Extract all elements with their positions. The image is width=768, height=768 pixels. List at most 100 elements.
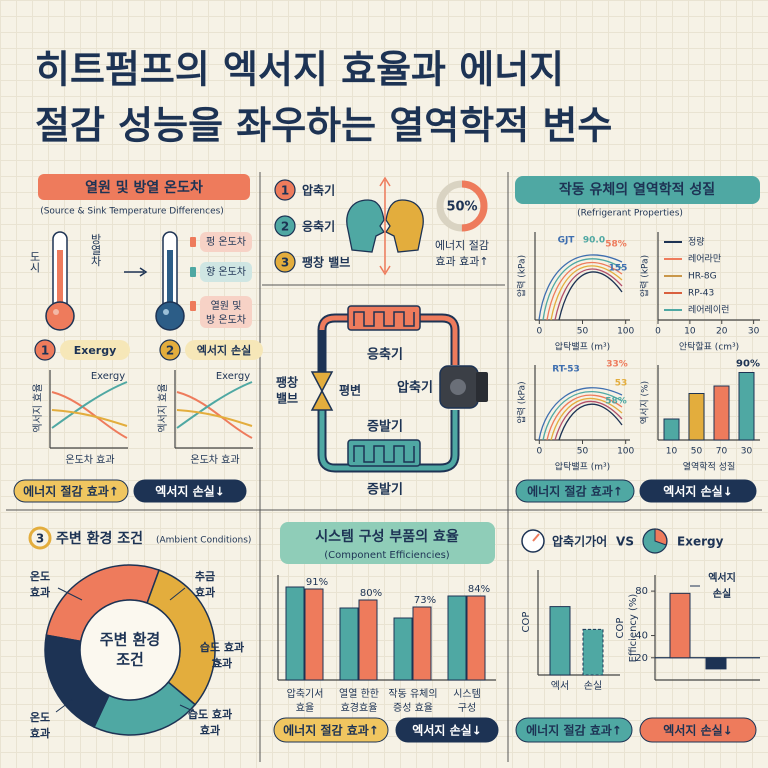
pie-slice	[654, 528, 668, 546]
y-tick-label: 80	[635, 586, 648, 597]
bar	[549, 606, 571, 676]
thermometer-fill	[167, 250, 173, 312]
coil	[353, 445, 415, 463]
page-title: 절감 성능을 좌우하는 열역학적 변수	[35, 104, 612, 148]
curve	[554, 400, 623, 441]
x-tick-label: 0	[536, 447, 542, 457]
label: 압력 (kPa)	[639, 255, 651, 297]
bar	[669, 592, 691, 659]
x-tick-label: 70	[716, 447, 728, 457]
badge-number: 1	[41, 344, 49, 358]
segment-label: 습도 효과	[188, 707, 232, 721]
chart-title: 엑서지 손실	[197, 343, 251, 357]
label: 엑서지 (%)	[639, 381, 651, 424]
panel-title-pill	[38, 174, 250, 200]
legend-label: 향 온도차	[206, 266, 246, 278]
legend-swatch	[190, 301, 196, 311]
x-tick-label: 50	[577, 447, 589, 457]
bar	[705, 657, 727, 670]
gauge-label: 50%	[446, 200, 477, 215]
annotation: 58%	[605, 240, 627, 250]
label: 압축기	[397, 380, 433, 396]
thermometer-shine	[163, 309, 169, 315]
leader	[211, 659, 223, 665]
compressor-port	[450, 379, 466, 395]
page-title: 히트펌프의 엑서지 효율과 에너지	[35, 48, 564, 92]
x-tick-label: 10	[666, 447, 678, 457]
curve	[550, 397, 623, 441]
button	[13, 479, 129, 503]
legend-label: HR-8G	[688, 272, 717, 282]
button-label: 에너지 절감 효과↑	[526, 723, 622, 738]
x-tick-label: 100	[617, 447, 634, 457]
button	[515, 479, 635, 503]
y-tick-label: 20	[635, 653, 648, 664]
label: (Refrigerant Properties)	[577, 209, 683, 219]
badge-number: 1	[281, 184, 289, 198]
legend-label: 정량	[688, 236, 705, 248]
button-label: 엑서지 손실↓	[155, 484, 224, 499]
gauge-arc	[436, 180, 488, 232]
label: 시스템 구성 부품의 효율	[315, 528, 459, 545]
annotation: 58%	[605, 397, 627, 407]
label: 주변 환경	[100, 631, 160, 649]
curve	[546, 394, 623, 441]
curve	[51, 391, 128, 439]
label: 증발기	[367, 419, 403, 435]
label: 안탁할표 (cm³)	[679, 341, 739, 353]
label: 온도차 효과	[190, 454, 239, 466]
bar	[688, 393, 705, 441]
chart-title: Exergy	[74, 344, 117, 357]
label: 응축기	[367, 347, 403, 363]
bar	[285, 586, 305, 681]
label: 압탁밸프 (m³)	[555, 461, 610, 473]
label: COP	[615, 618, 626, 639]
bar	[304, 588, 324, 681]
label: 응축기	[302, 219, 335, 234]
label: Exergy	[216, 371, 250, 382]
curve	[538, 254, 623, 321]
panel-title-pill	[280, 522, 495, 564]
label: 엑서지 효율	[32, 383, 44, 432]
curve	[546, 261, 623, 321]
curve	[51, 381, 128, 429]
label: VS	[616, 535, 634, 549]
panel-title: 주변 환경 조건	[56, 530, 143, 547]
label: 3	[36, 532, 44, 546]
button	[395, 717, 499, 743]
leader	[179, 704, 196, 713]
button	[639, 717, 757, 743]
annotation: RT-53	[552, 365, 580, 375]
curve	[176, 409, 253, 427]
panel-title-pill	[515, 176, 760, 204]
head	[346, 199, 385, 253]
segment-label: 효과	[30, 726, 50, 740]
segment-label: 습도 효과	[200, 640, 244, 654]
bar	[582, 628, 604, 676]
thermometer-fill	[57, 250, 63, 312]
x-tick-label: 100	[617, 327, 634, 337]
label: COP	[521, 612, 532, 633]
segment-label: 효과	[195, 585, 215, 599]
badge	[28, 526, 52, 550]
x-tick-label: 손실	[584, 680, 602, 692]
button-label: 에너지 절감 효과↑	[23, 484, 119, 499]
bar	[713, 385, 730, 441]
bar	[663, 418, 680, 441]
legend-pill	[200, 262, 252, 282]
label: 팽창 밸브	[302, 255, 350, 270]
thermometer-bulb	[155, 301, 185, 331]
badge	[274, 251, 296, 273]
leader	[169, 587, 186, 601]
value-label: 80%	[360, 588, 382, 599]
label: (Component Efficiencies)	[324, 550, 450, 561]
value-label: 73%	[414, 595, 436, 606]
x-tick-label: 열열 한한	[339, 688, 379, 700]
annotation: 33%	[606, 360, 628, 370]
x-tick-label: 증성 효율	[393, 702, 433, 714]
donut-center	[79, 599, 181, 701]
x-tick-label: 10	[684, 327, 696, 337]
x-tick-label: 30	[741, 447, 753, 457]
